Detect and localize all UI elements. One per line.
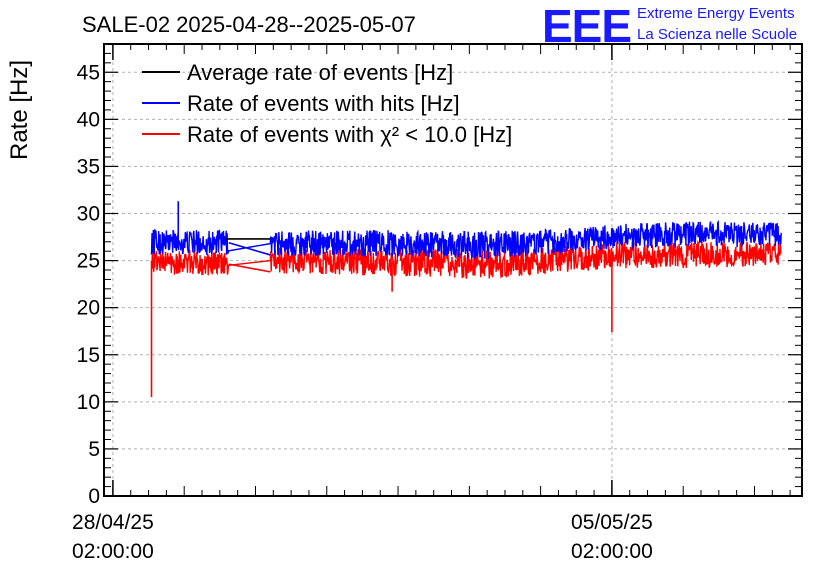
y-tick-label: 10 <box>77 391 100 414</box>
y-tick-label: 40 <box>77 108 100 131</box>
eee-logo: EEE Extreme Energy Events La Scienza nel… <box>542 0 797 52</box>
logo-line-2: La Scienza nelle Scuole <box>637 26 797 43</box>
axes: 0 5 10 15 20 25 30 35 40 45 28/04/25 02:00:00 05/05/… <box>72 43 802 563</box>
chart-title: SALE-02 2025-04-28--2025-05-07 <box>82 12 416 37</box>
x-tick-label-date: 28/04/25 <box>72 511 154 534</box>
y-tick-label: 45 <box>77 61 100 84</box>
legend-entry-hits: Rate of events with hits [Hz] <box>187 91 460 116</box>
series-layer <box>150 201 782 398</box>
y-tick-label: 35 <box>77 155 100 178</box>
y-tick-label: 5 <box>88 438 100 461</box>
y-tick-label: 30 <box>77 203 100 226</box>
legend-entry-average: Average rate of events [Hz] <box>187 60 453 85</box>
x-tick-label-date: 05/05/25 <box>571 511 653 534</box>
series-2 <box>150 239 782 398</box>
x-tick-label-time: 02:00:00 <box>72 540 154 563</box>
y-tick-label: 15 <box>77 344 100 367</box>
x-tick-label-time: 02:00:00 <box>571 540 653 563</box>
series-band-2 <box>150 239 782 279</box>
logo-line-1: Extreme Energy Events <box>637 5 795 22</box>
series-1 <box>150 201 782 260</box>
legend: Average rate of events [Hz] Rate of even… <box>142 60 512 147</box>
y-tick-label: 20 <box>77 297 100 320</box>
series-band-1 <box>150 219 782 260</box>
legend-entry-chi2: Rate of events with χ² < 10.0 [Hz] <box>187 122 512 147</box>
gap-connector <box>228 241 271 256</box>
y-axis-label: Rate [Hz] <box>6 60 33 160</box>
y-tick-label: 0 <box>88 485 100 508</box>
gap-connector <box>228 263 271 273</box>
grid <box>104 44 802 496</box>
y-tick-label: 25 <box>77 250 100 273</box>
